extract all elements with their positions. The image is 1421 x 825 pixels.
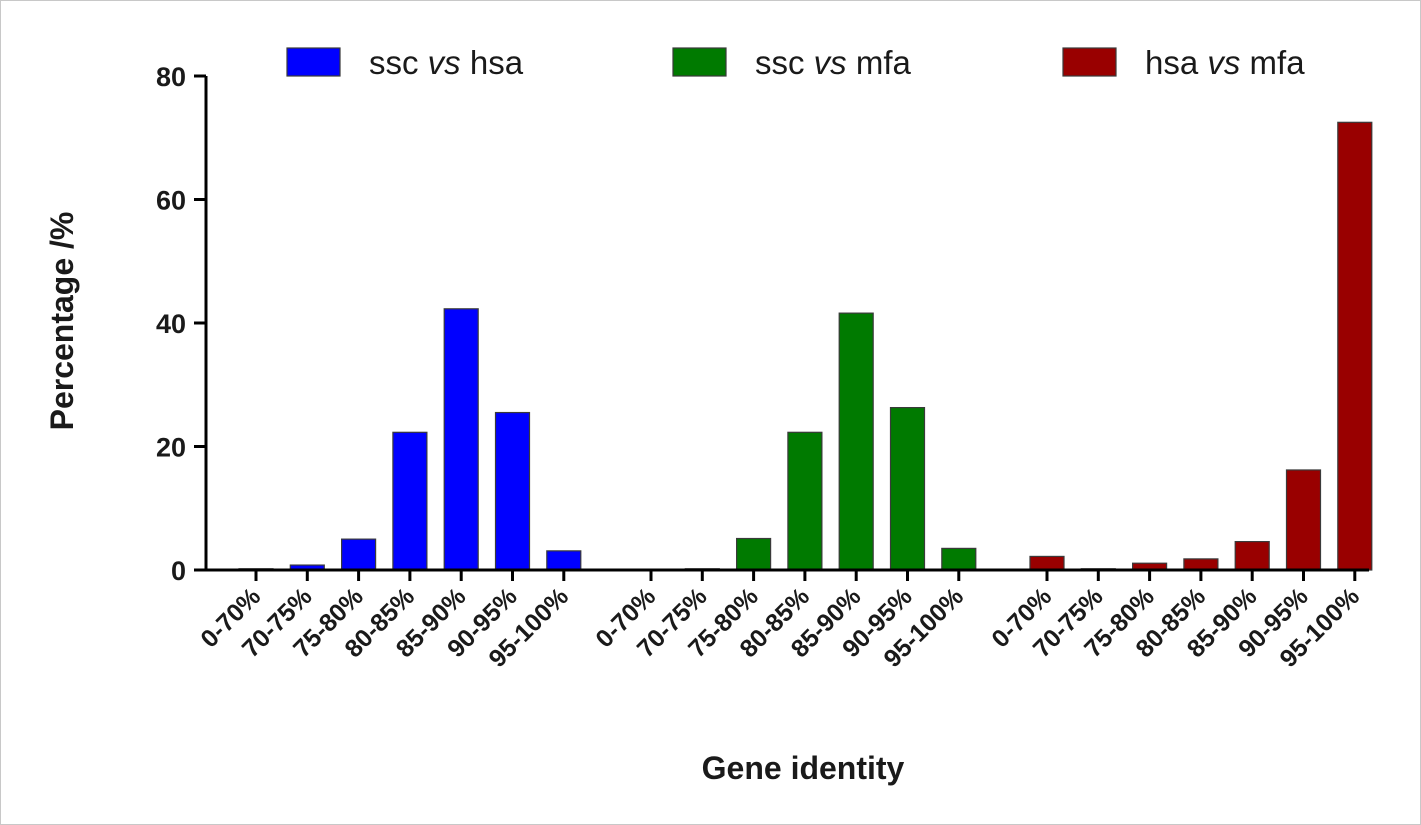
y-tick-label: 40 (156, 309, 186, 339)
bar (838, 312, 874, 571)
y-axis-title: Percentage /% (44, 212, 80, 431)
legend-swatch (672, 47, 727, 77)
bar (341, 538, 377, 571)
y-tick-label: 0 (171, 556, 186, 586)
y-tick-label: 80 (156, 62, 186, 92)
legend-label: hsa vs mfa (1145, 44, 1305, 81)
x-tick-labels: 0-70%70-75%75-80%80-85%85-90%90-95%95-10… (195, 582, 1365, 673)
legend-label: ssc vs hsa (369, 44, 524, 81)
bar (443, 308, 479, 571)
bar (889, 406, 926, 571)
bar (1285, 469, 1322, 571)
y-tick-label: 60 (156, 186, 186, 216)
bar (787, 431, 823, 571)
bar (1234, 540, 1270, 571)
bar (941, 547, 977, 571)
bar (392, 431, 428, 571)
y-tick-label: 20 (156, 433, 186, 463)
bar (735, 537, 772, 571)
bar (546, 550, 582, 571)
bar (1029, 555, 1065, 571)
bars (238, 121, 1373, 571)
bar (1337, 121, 1373, 571)
x-axis-title: Gene identity (702, 750, 905, 786)
legend: ssc vs hsa ssc vs mfa hsa vs mfa (286, 44, 1305, 81)
legend-label: ssc vs mfa (755, 44, 911, 81)
legend-swatch (286, 47, 341, 77)
legend-swatch (1062, 47, 1117, 77)
bar (494, 411, 531, 571)
axes: 0 20 40 60 80 (156, 62, 1369, 586)
bar (1183, 558, 1219, 571)
